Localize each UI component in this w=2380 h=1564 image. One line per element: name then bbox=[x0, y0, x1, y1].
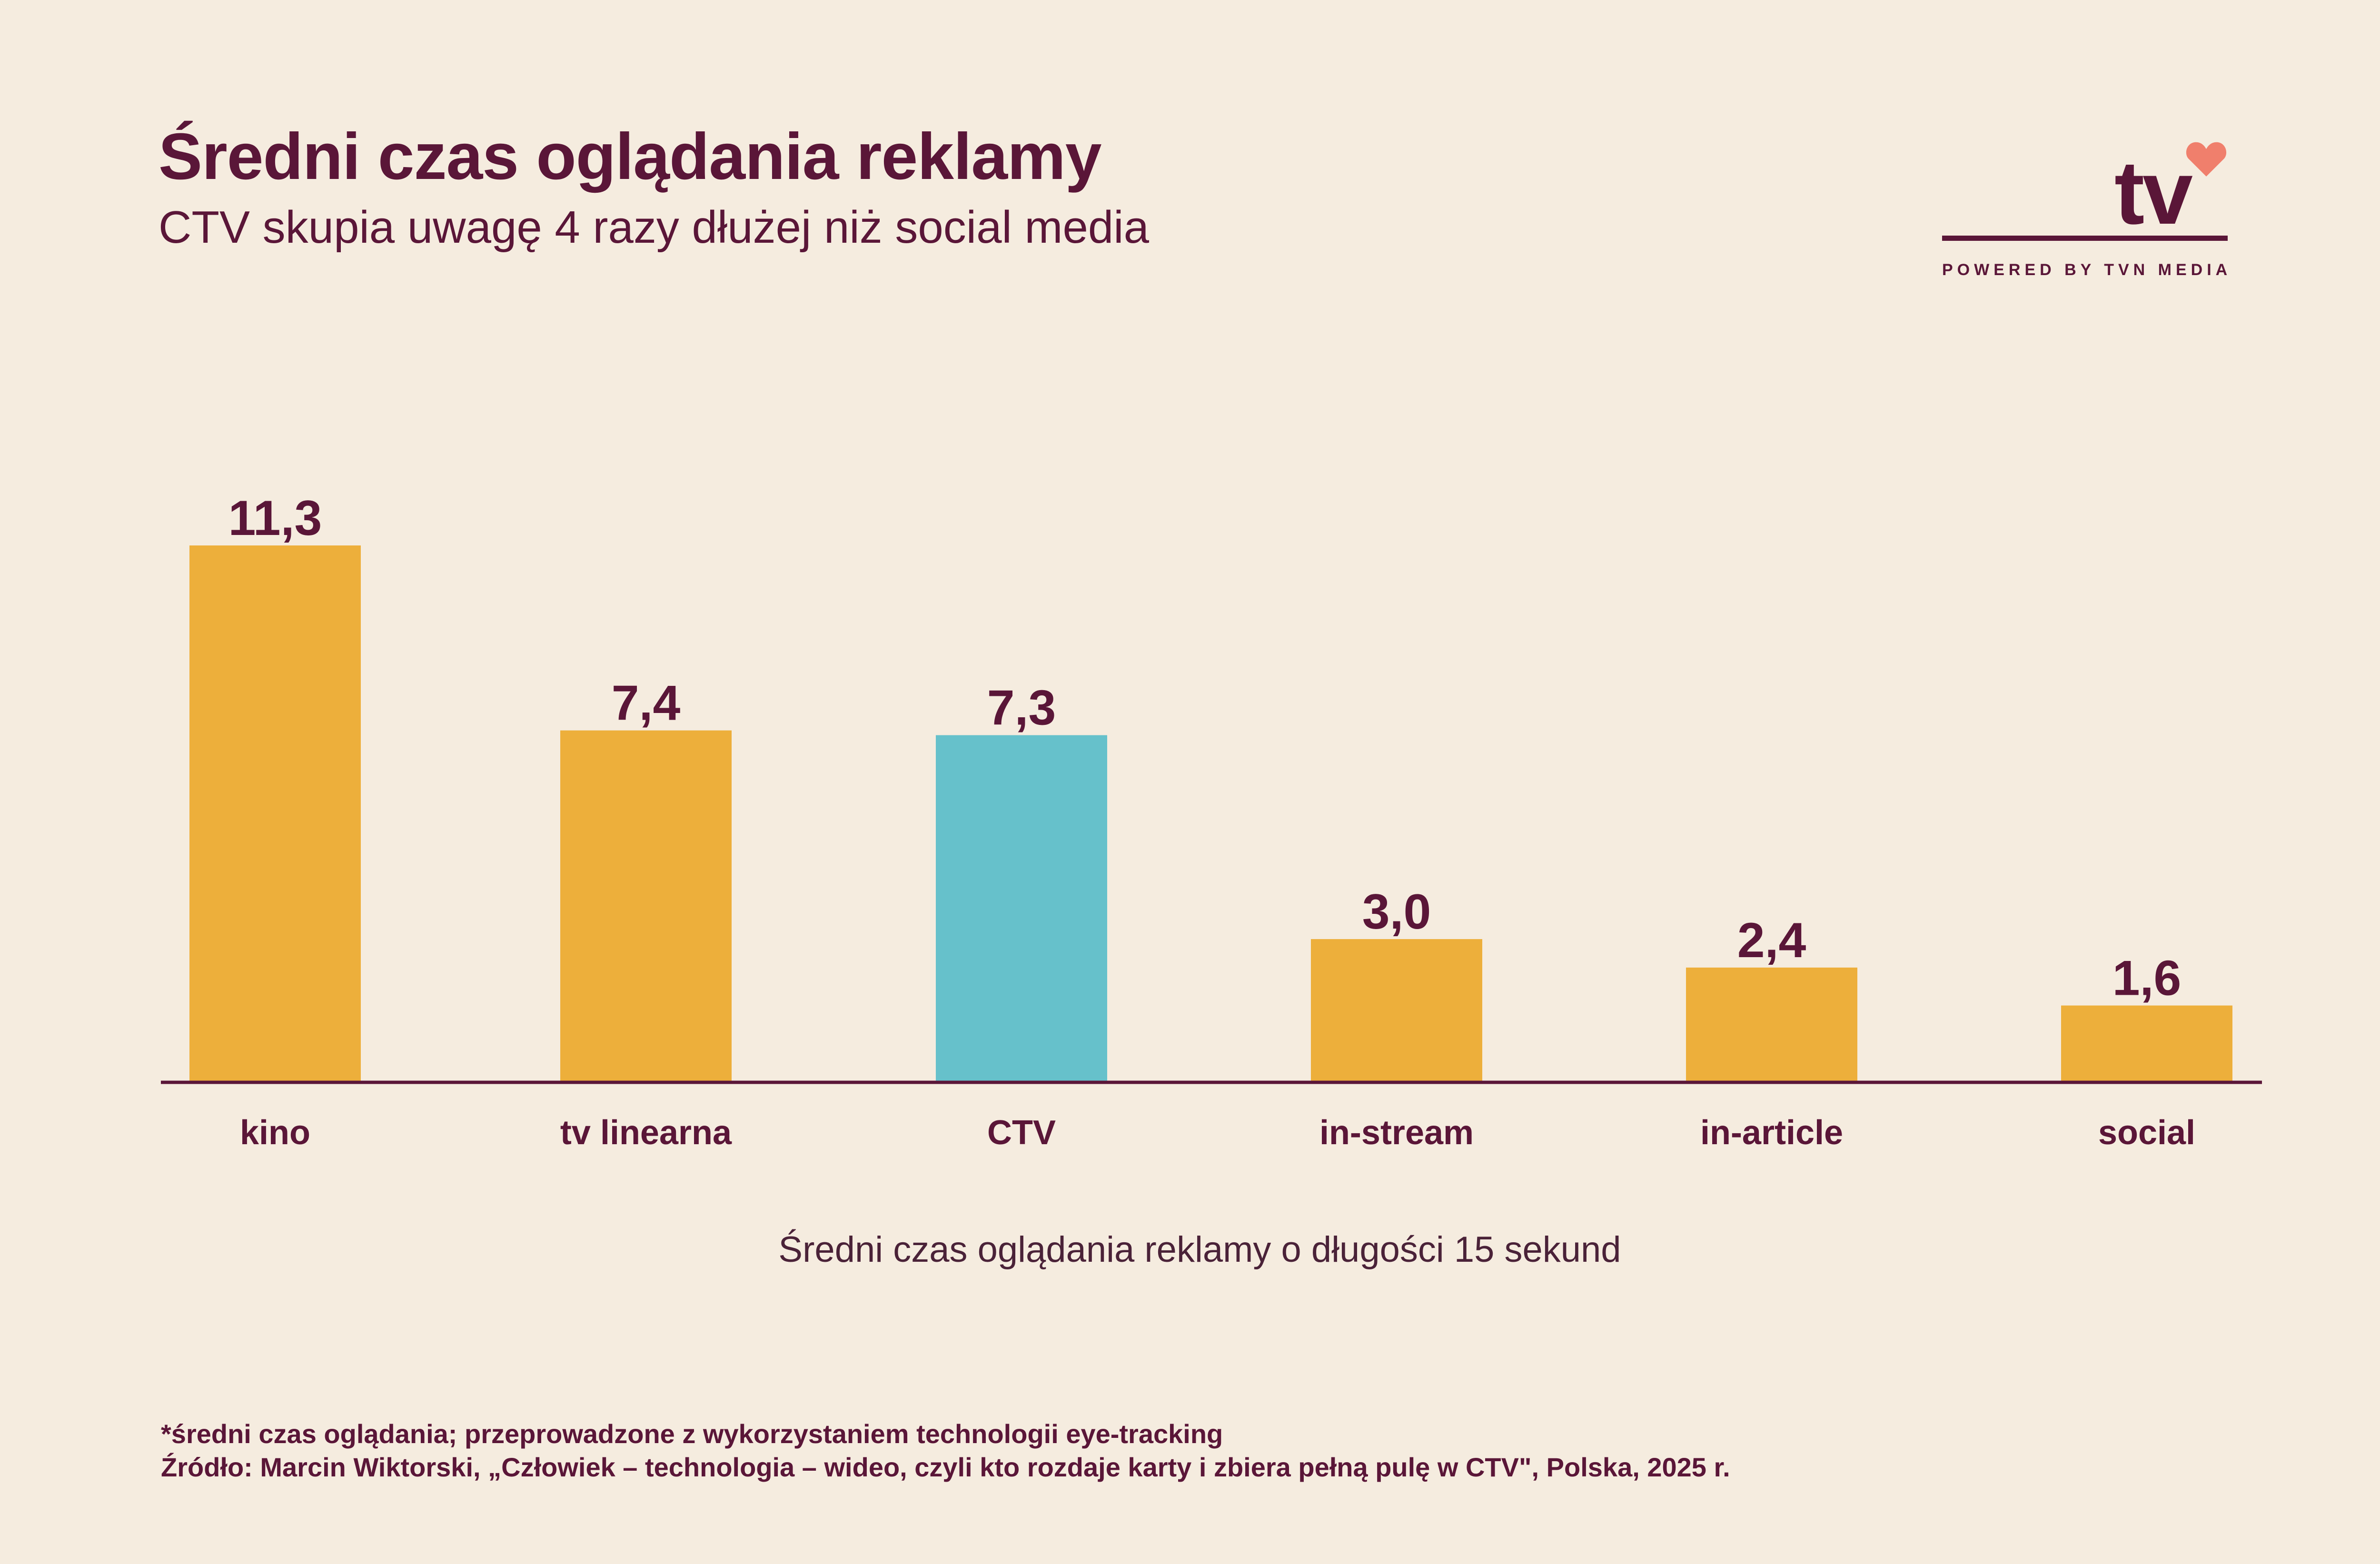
category-label: in-stream bbox=[1319, 1114, 1474, 1152]
data-label: 7,3 bbox=[987, 681, 1056, 736]
category-label: kino bbox=[240, 1114, 310, 1152]
bar-tv-linearna bbox=[560, 730, 732, 1081]
chart-title: Średni czas oglądania reklamy bbox=[159, 120, 1102, 193]
data-label: 1,6 bbox=[2112, 951, 2182, 1006]
bar-kino bbox=[189, 545, 361, 1081]
heart-icon bbox=[2186, 142, 2227, 177]
bar-in-stream bbox=[1311, 939, 1482, 1081]
data-label: 7,4 bbox=[612, 676, 681, 731]
category-label: social bbox=[2098, 1114, 2195, 1152]
bar-social bbox=[2061, 1005, 2232, 1081]
category-label: in-article bbox=[1700, 1114, 1843, 1152]
category-label: tv linearna bbox=[560, 1114, 732, 1152]
chart-subtitle: CTV skupia uwagę 4 razy dłużej niż socia… bbox=[159, 202, 1149, 253]
data-label: 2,4 bbox=[1737, 913, 1806, 968]
logo-underline bbox=[1942, 236, 2228, 241]
footnote-source: Źródło: Marcin Wiktorski, „Człowiek – te… bbox=[161, 1452, 1730, 1482]
logo-tagline: POWERED BY TVN MEDIA bbox=[1942, 261, 2232, 279]
category-label: CTV bbox=[987, 1114, 1056, 1152]
footnote-method: *średni czas oglądania; przeprowadzone z… bbox=[161, 1419, 1223, 1449]
brand-logo: tv POWERED BY TVN MEDIA bbox=[1937, 129, 2232, 286]
logo-wordmark: tv bbox=[2114, 142, 2193, 243]
data-label: 3,0 bbox=[1362, 884, 1431, 940]
bar-ctv bbox=[936, 735, 1107, 1081]
bar-in-article bbox=[1686, 967, 1857, 1081]
x-axis-label: Średni czas oglądania reklamy o długości… bbox=[778, 1229, 1621, 1270]
data-label: 11,3 bbox=[228, 491, 322, 546]
